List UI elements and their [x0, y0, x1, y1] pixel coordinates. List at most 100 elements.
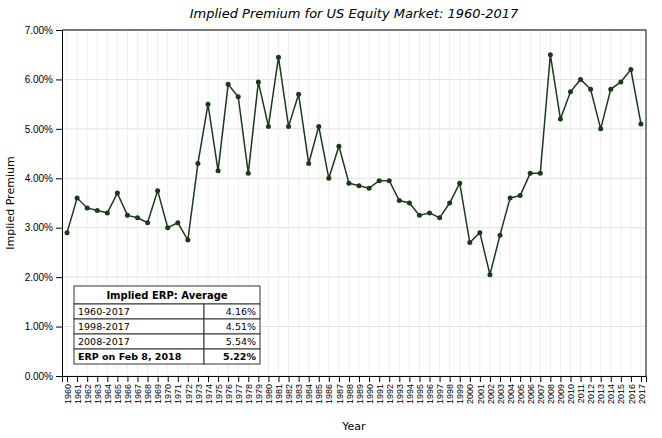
- grid-line-x: [369, 30, 370, 376]
- table-cell: [204, 349, 260, 364]
- point: [457, 181, 462, 186]
- x-tick-mark: [87, 376, 88, 382]
- x-tick-label: 1962: [83, 384, 93, 404]
- y-axis: 0.00%1.00%2.00%3.00%4.00%5.00%6.00%7.00%: [25, 25, 63, 382]
- x-tick: 1962: [83, 376, 93, 404]
- x-tick: 1990: [365, 376, 375, 404]
- y-tick-label: 5.00%: [25, 124, 53, 135]
- grid-line-x: [469, 30, 470, 376]
- grid-line-x: [489, 30, 490, 376]
- x-tick-label: 1976: [224, 384, 234, 404]
- table-cell: [74, 349, 204, 364]
- x-tick: 1988: [345, 376, 355, 404]
- x-tick: 2008: [546, 376, 556, 404]
- grid-line-x: [500, 30, 501, 376]
- table-cell-text: 4.16%: [226, 306, 256, 317]
- point: [155, 188, 160, 193]
- x-tick-label: 1997: [435, 384, 445, 404]
- point: [316, 124, 321, 129]
- grid-line-x: [359, 30, 360, 376]
- grid-line-x: [379, 30, 380, 376]
- table-cell: [74, 334, 204, 349]
- grid-line-x: [429, 30, 430, 376]
- point: [477, 230, 482, 235]
- x-tick: 1993: [395, 376, 405, 404]
- y-tick-label: 7.00%: [25, 25, 53, 36]
- grid-line-x: [550, 30, 551, 376]
- point: [195, 161, 200, 166]
- x-tick-label: 1978: [244, 384, 254, 404]
- x-tick-label: 1964: [103, 384, 113, 404]
- table-title: Implied ERP: Average: [106, 290, 227, 301]
- point: [618, 79, 623, 84]
- x-tick: 1995: [415, 376, 425, 404]
- x-tick-mark: [419, 376, 420, 382]
- x-tick: 1978: [244, 376, 254, 404]
- grid-line-x: [278, 30, 279, 376]
- x-tick: 1969: [153, 376, 163, 404]
- x-tick: 2005: [516, 376, 526, 404]
- x-tick: 1996: [425, 376, 435, 404]
- x-tick-label: 2000: [465, 384, 475, 404]
- table-cell: [204, 334, 260, 349]
- x-tick: 1987: [335, 376, 345, 404]
- x-tick-label: 1972: [184, 384, 194, 404]
- x-tick-mark: [77, 376, 78, 382]
- x-tick: 2009: [556, 376, 566, 404]
- x-tick-mark: [188, 376, 189, 382]
- x-tick-label: 1981: [274, 384, 284, 404]
- x-tick-mark: [329, 376, 330, 382]
- grid-line-x: [288, 30, 289, 376]
- x-tick-label: 1975: [214, 384, 224, 404]
- grid-line-x: [600, 30, 601, 376]
- x-tick: 1973: [194, 376, 204, 404]
- x-tick-label: 1991: [375, 384, 385, 404]
- x-tick: 1985: [314, 376, 324, 404]
- x-tick-label: 2010: [566, 384, 576, 404]
- y-tick: 6.00%: [25, 74, 62, 85]
- grid-line-x: [419, 30, 420, 376]
- grid-line-x: [520, 30, 521, 376]
- x-tick-mark: [168, 376, 169, 382]
- x-tick-label: 2005: [516, 384, 526, 404]
- x-tick-label: 1985: [314, 384, 324, 404]
- x-tick: 1982: [284, 376, 294, 404]
- x-tick: 1967: [133, 376, 143, 404]
- point: [296, 92, 301, 97]
- x-tick-label: 1994: [405, 384, 415, 404]
- x-tick-mark: [228, 376, 229, 382]
- x-tick-mark: [289, 376, 290, 382]
- grid-line-x: [298, 30, 299, 376]
- point: [95, 208, 100, 213]
- grid-line-x: [540, 30, 541, 376]
- point: [286, 124, 291, 129]
- point: [638, 121, 643, 126]
- x-tick: 2007: [536, 376, 546, 404]
- point: [125, 213, 130, 218]
- point: [548, 52, 553, 57]
- x-tick-label: 2009: [556, 384, 566, 404]
- point: [608, 87, 613, 92]
- x-tick-mark: [389, 376, 390, 382]
- grid-line-x: [459, 30, 460, 376]
- point: [206, 102, 211, 107]
- x-tick: 2011: [576, 376, 586, 403]
- y-tick-mark: [56, 30, 62, 31]
- point: [447, 201, 452, 206]
- grid-line-x: [510, 30, 511, 376]
- grid-line-x: [479, 30, 480, 376]
- table-cell-text: 2008-2017: [78, 336, 130, 347]
- x-tick-label: 1989: [355, 384, 365, 404]
- y-tick: 7.00%: [25, 25, 62, 36]
- point: [377, 178, 382, 183]
- x-tick: 2003: [496, 376, 506, 404]
- grid-line-y: [62, 30, 646, 31]
- x-tick-mark: [460, 376, 461, 382]
- x-tick: 1997: [435, 376, 445, 404]
- x-tick: 1971: [173, 376, 183, 404]
- x-tick: 1960: [63, 376, 73, 404]
- point: [367, 186, 372, 191]
- x-tick: 2006: [526, 376, 536, 404]
- x-tick-label: 1998: [445, 384, 455, 404]
- table-cell-text: 1998-2017: [78, 321, 130, 332]
